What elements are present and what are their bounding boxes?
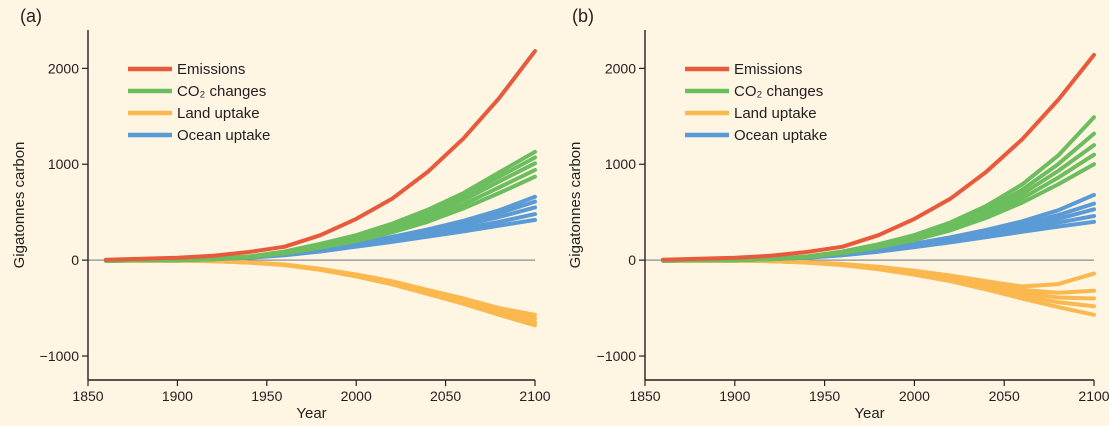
y-tick-label: 2000 xyxy=(48,60,79,76)
series-line xyxy=(103,149,537,263)
panel-label: (a) xyxy=(20,6,42,26)
y-tick-label: 1000 xyxy=(605,156,636,172)
y-axis-title: Gigatonnes carbon xyxy=(567,142,584,269)
legend-label: CO₂ changes xyxy=(177,83,266,100)
y-tick-label: 0 xyxy=(628,252,636,268)
y-tick-label: 0 xyxy=(71,252,79,268)
chart-panel-a: (a) −1000 0 1000 2000 1850 1900 1950 2000 2050 210… xyxy=(11,6,551,422)
y-tick-label: 2000 xyxy=(605,60,636,76)
y-tick-label: 1000 xyxy=(48,156,79,172)
x-tick-label: 2050 xyxy=(989,388,1020,404)
x-tick-label: 2000 xyxy=(899,388,930,404)
legend-label: Emissions xyxy=(734,61,802,78)
x-tick-label: 1950 xyxy=(251,388,282,404)
series-line xyxy=(661,52,1096,262)
x-tick-label: 1950 xyxy=(809,388,840,404)
series-co-changes xyxy=(661,115,1096,263)
x-axis-title: Year xyxy=(854,405,884,422)
x-tick-label: 1900 xyxy=(162,388,193,404)
x-tick-label: 1850 xyxy=(629,388,660,404)
x-tick-label: 2100 xyxy=(1078,388,1109,404)
series-emissions xyxy=(661,52,1096,262)
chart-panel-b: (b) −1000 0 1000 2000 1850 1900 1950 2000 2050 210… xyxy=(567,6,1109,422)
series-line xyxy=(661,115,1096,263)
legend-label: Ocean uptake xyxy=(734,127,827,144)
legend-label: Emissions xyxy=(177,61,245,78)
y-tick-label: −1000 xyxy=(597,348,637,364)
series-emissions xyxy=(103,49,537,262)
y-axis-title: Gigatonnes carbon xyxy=(11,142,28,269)
y-tick-label: −1000 xyxy=(40,348,80,364)
series-co-changes xyxy=(103,149,537,263)
x-axis-title: Year xyxy=(296,405,326,422)
x-tick-label: 2050 xyxy=(430,388,461,404)
legend-label: CO₂ changes xyxy=(734,83,823,100)
legend-label: Land uptake xyxy=(177,105,260,122)
x-tick-label: 2000 xyxy=(341,388,372,404)
legend-label: Land uptake xyxy=(734,105,817,122)
panel-label: (b) xyxy=(572,6,594,26)
x-tick-label: 1850 xyxy=(72,388,103,404)
x-tick-label: 2100 xyxy=(519,388,550,404)
legend-label: Ocean uptake xyxy=(177,127,270,144)
series-line xyxy=(103,49,537,262)
x-tick-label: 1900 xyxy=(719,388,750,404)
